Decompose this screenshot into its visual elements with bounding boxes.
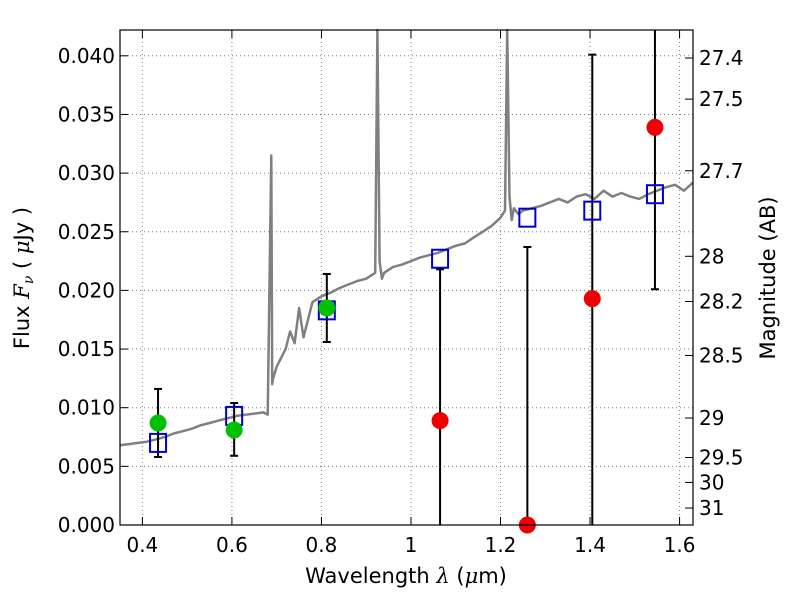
y2-axis-label: Magnitude (AB) <box>756 196 780 359</box>
model-point-square <box>518 207 537 228</box>
mag-tick-label: 29 <box>699 406 724 430</box>
x-tick-label: 0.6 <box>216 533 248 557</box>
mag-tick-label: 29.5 <box>699 446 744 470</box>
mag-tick-label: 28.2 <box>699 289 744 313</box>
upper-limit-point-red <box>431 412 449 430</box>
spectrum-line <box>119 28 694 447</box>
x-tick-label: 0.8 <box>306 533 338 557</box>
marker-group <box>149 118 664 534</box>
y-tick-label: 0.035 <box>58 102 115 126</box>
y-tick-label: 0.000 <box>58 513 115 537</box>
y-tick-label: 0.005 <box>58 454 115 478</box>
x-tick-label: 1.6 <box>664 533 696 557</box>
detected-point-green <box>225 421 243 439</box>
model-point-square <box>645 184 664 205</box>
y-tick-label: 0.020 <box>58 278 115 302</box>
upper-limit-point-red <box>583 290 601 308</box>
spectrum-line-group <box>119 28 694 447</box>
grid-lines <box>120 30 693 526</box>
model-point-square <box>583 200 602 221</box>
mag-tick-label: 27.5 <box>699 87 744 111</box>
x-axis-label: Wavelength λ (μm) <box>305 564 507 588</box>
x-tick-label: 1.4 <box>574 533 606 557</box>
plot-frame <box>119 29 694 526</box>
x-tick-label: 1 <box>405 533 418 557</box>
x-tick-label: 0.4 <box>126 533 158 557</box>
y-tick-label: 0.015 <box>58 337 115 361</box>
y-tick-label: 0.040 <box>58 44 115 68</box>
mag-tick-label: 27.7 <box>699 159 744 183</box>
ticks: 0.4 0.6 0.8 1 1.2 1.4 1.6 0.000 0.005 0.010 0.015 0… <box>58 30 744 557</box>
upper-limit-point-red <box>646 118 664 136</box>
detected-point-green <box>149 414 167 432</box>
mag-tick-label: 27.4 <box>699 46 744 70</box>
errorbar-group <box>154 30 659 525</box>
y-tick-label: 0.030 <box>58 161 115 185</box>
mag-tick-label: 28.5 <box>699 343 744 367</box>
y-axis-label: Flux Fν ( μJy ) <box>10 207 37 349</box>
mag-tick-label: 28 <box>699 244 724 268</box>
y-tick-label: 0.025 <box>58 220 115 244</box>
y-tick-label: 0.010 <box>58 396 115 420</box>
detected-point-green <box>318 299 336 317</box>
model-point-square <box>149 432 168 453</box>
model-point-square <box>431 248 450 269</box>
x-tick-label: 1.2 <box>485 533 517 557</box>
mag-tick-label: 31 <box>699 496 724 520</box>
mag-tick-label: 30 <box>699 470 724 494</box>
